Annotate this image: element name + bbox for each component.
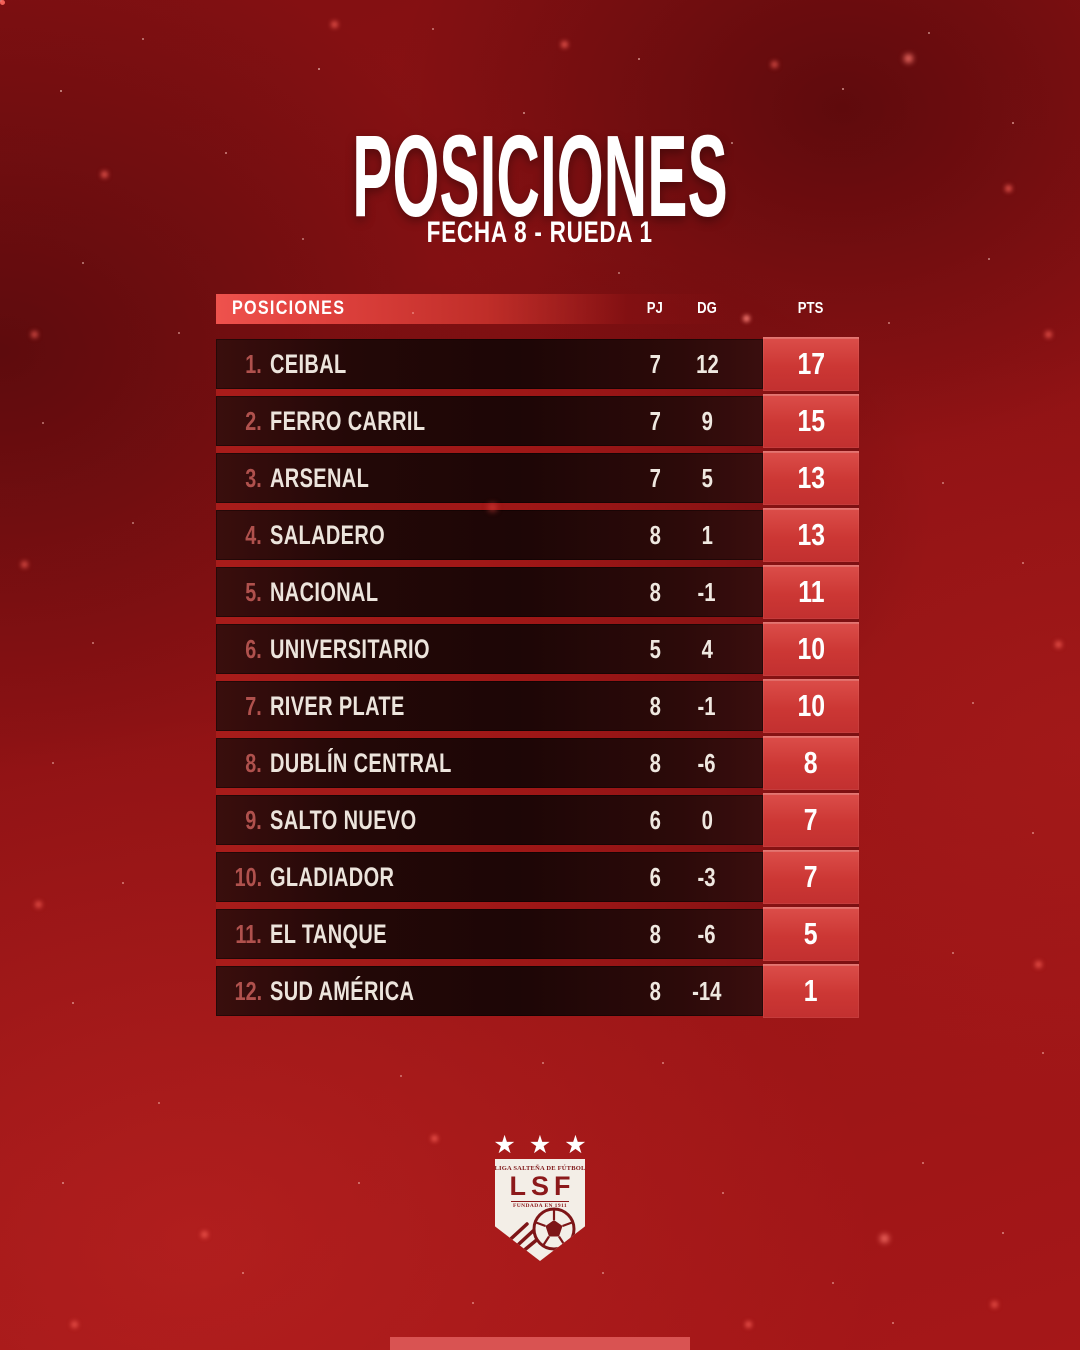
table-header-bar: POSICIONES PJ DG PTS xyxy=(216,294,859,324)
table-row: 3. ARSENAL 7 5 13 xyxy=(216,451,859,505)
logo-stars: ★ ★ ★ xyxy=(493,1131,587,1159)
team-name: DUBLÍN CENTRAL xyxy=(270,747,452,778)
dg-value: 9 xyxy=(701,405,713,436)
pj-value: 8 xyxy=(649,747,661,778)
team-name: UNIVERSITARIO xyxy=(270,633,430,664)
dg-value: -1 xyxy=(697,576,717,607)
team-name: CEIBAL xyxy=(270,348,347,379)
pts-value: 13 xyxy=(763,451,859,505)
team-name: SALTO NUEVO xyxy=(270,804,417,835)
pts-value: 5 xyxy=(763,907,859,961)
pj-value: 6 xyxy=(649,861,661,892)
background-speckles-small xyxy=(0,0,2,2)
dg-value: 1 xyxy=(701,519,713,550)
rank-number: 12. xyxy=(234,975,262,1006)
dg-value: 0 xyxy=(701,804,713,835)
logo-league-name: LIGA SALTEÑA DE FÚTBOL xyxy=(494,1165,586,1172)
pj-value: 7 xyxy=(649,405,661,436)
rank-number: 9. xyxy=(245,804,262,835)
pj-value: 8 xyxy=(649,690,661,721)
pts-value: 17 xyxy=(763,337,859,391)
team-name: GLADIADOR xyxy=(270,861,395,892)
page-subtitle: FECHA 8 - RUEDA 1 xyxy=(426,216,654,249)
table-row: 1. CEIBAL 7 12 17 xyxy=(216,337,859,391)
logo-shield: LIGA SALTEÑA DE FÚTBOL LSF FUNDADA EN 19… xyxy=(495,1159,585,1261)
pj-value: 5 xyxy=(649,633,661,664)
pts-value: 7 xyxy=(763,793,859,847)
team-name: RIVER PLATE xyxy=(270,690,405,721)
rank-number: 5. xyxy=(245,576,262,607)
team-name: FERRO CARRIL xyxy=(270,405,426,436)
table-row: 8. DUBLÍN CENTRAL 8 -6 8 xyxy=(216,736,859,790)
star-icon: ★ xyxy=(564,1131,587,1159)
star-icon: ★ xyxy=(493,1131,516,1159)
table-row: 2. FERRO CARRIL 7 9 15 xyxy=(216,394,859,448)
pj-value: 6 xyxy=(649,804,661,835)
pts-value: 1 xyxy=(763,964,859,1018)
rank-number: 3. xyxy=(245,462,262,493)
dg-value: -1 xyxy=(697,690,717,721)
table-header-label: POSICIONES xyxy=(232,298,346,319)
dg-value: 4 xyxy=(701,633,713,664)
standings-table: POSICIONES PJ DG PTS 1. CEIBAL 7 12 17 2… xyxy=(216,294,859,1018)
rank-number: 4. xyxy=(245,519,262,550)
pts-value: 7 xyxy=(763,850,859,904)
soccer-ball-icon xyxy=(499,1207,576,1257)
column-header-dg: DG xyxy=(697,300,717,317)
table-row: 7. RIVER PLATE 8 -1 10 xyxy=(216,679,859,733)
rank-number: 1. xyxy=(245,348,262,379)
table-row: 12. SUD AMÉRICA 8 -14 1 xyxy=(216,964,859,1018)
logo-acronym: LSF xyxy=(509,1171,576,1201)
table-row: 9. SALTO NUEVO 6 0 7 xyxy=(216,793,859,847)
pts-value: 8 xyxy=(763,736,859,790)
team-name: SALADERO xyxy=(270,519,386,550)
pj-value: 8 xyxy=(649,519,661,550)
dg-value: -14 xyxy=(692,975,722,1006)
pts-value: 10 xyxy=(763,679,859,733)
team-name: NACIONAL xyxy=(270,576,379,607)
league-logo: ★ ★ ★ LIGA SALTEÑA DE FÚTBOL LSF FUNDADA… xyxy=(0,1133,1080,1261)
table-row: 5. NACIONAL 8 -1 11 xyxy=(216,565,859,619)
dg-value: -6 xyxy=(697,918,717,949)
rank-number: 6. xyxy=(245,633,262,664)
team-name: SUD AMÉRICA xyxy=(270,975,415,1006)
table-rows: 1. CEIBAL 7 12 17 2. FERRO CARRIL 7 9 15… xyxy=(216,337,859,1018)
rank-number: 10. xyxy=(234,861,262,892)
logo-founded-text: FUNDADA EN 1911 xyxy=(511,1201,569,1209)
pj-value: 7 xyxy=(649,462,661,493)
pts-value: 15 xyxy=(763,394,859,448)
pts-value: 11 xyxy=(763,565,859,619)
team-name: EL TANQUE xyxy=(270,918,387,949)
pj-value: 7 xyxy=(649,348,661,379)
table-row: 10. GLADIADOR 6 -3 7 xyxy=(216,850,859,904)
rank-number: 2. xyxy=(245,405,262,436)
table-row: 4. SALADERO 8 1 13 xyxy=(216,508,859,562)
column-header-pj: PJ xyxy=(646,300,664,317)
bottom-accent-bar xyxy=(390,1337,690,1350)
table-row: 6. UNIVERSITARIO 5 4 10 xyxy=(216,622,859,676)
pts-value: 10 xyxy=(763,622,859,676)
pts-value: 13 xyxy=(763,508,859,562)
dg-value: 5 xyxy=(701,462,713,493)
pj-value: 8 xyxy=(649,576,661,607)
page-title: POSICIONES xyxy=(352,111,728,241)
pj-value: 8 xyxy=(649,918,661,949)
star-icon: ★ xyxy=(528,1131,552,1159)
rank-number: 11. xyxy=(235,918,262,949)
dg-value: 12 xyxy=(695,348,719,379)
dg-value: -3 xyxy=(697,861,717,892)
pj-value: 8 xyxy=(649,975,661,1006)
table-row: 11. EL TANQUE 8 -6 5 xyxy=(216,907,859,961)
team-name: ARSENAL xyxy=(270,462,370,493)
background-speckles-glow xyxy=(0,0,5,5)
dg-value: -6 xyxy=(697,747,717,778)
rank-number: 7. xyxy=(245,690,262,721)
rank-number: 8. xyxy=(245,747,262,778)
column-header-pts: PTS xyxy=(798,300,824,317)
